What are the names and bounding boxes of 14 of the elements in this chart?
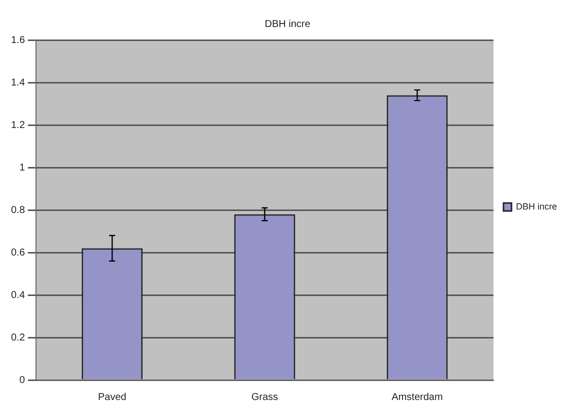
y-tick-label: 0.2 bbox=[10, 332, 26, 344]
y-tick-label: 0 bbox=[19, 374, 26, 386]
y-tick-label: 0.4 bbox=[10, 290, 26, 301]
y-tick-label: 1.4 bbox=[10, 77, 26, 88]
y-tick-label: 1 bbox=[19, 162, 26, 174]
y-tick-label: 1.6 bbox=[10, 34, 26, 46]
y-tick-label: 1.2 bbox=[10, 120, 26, 131]
x-tick-label: Paved bbox=[98, 392, 126, 403]
x-tick-label: Grass bbox=[251, 392, 278, 403]
legend-label: DBH incre bbox=[516, 201, 558, 212]
x-tick-label: Amsterdam bbox=[392, 392, 443, 403]
y-tick-label: 0.8 bbox=[10, 204, 26, 216]
y-tick-label: 0.6 bbox=[10, 247, 26, 258]
chart-title: DBH incre bbox=[264, 18, 311, 30]
